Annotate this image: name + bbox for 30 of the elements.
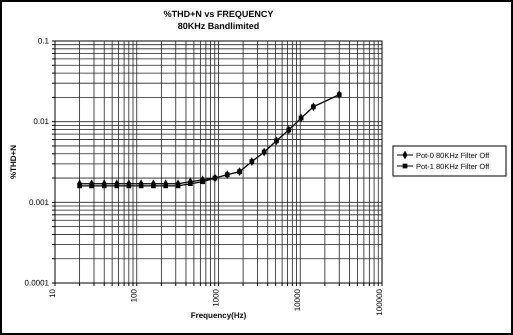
point [311, 104, 316, 110]
x-tick-label: 10000 [293, 288, 302, 312]
point [176, 184, 180, 188]
point [126, 184, 132, 188]
y-tick-label: 0.1 [38, 36, 50, 46]
point [151, 184, 156, 188]
y-tick-label: 0.0001 [24, 278, 50, 288]
point [102, 184, 107, 188]
x-tick-label: 10 [48, 288, 57, 298]
point [89, 184, 94, 188]
y-tick-label: 0.01 [33, 117, 50, 126]
chart-subtitle: 80KHz Bandlimited [178, 21, 260, 31]
point [237, 169, 242, 174]
x-tick-label: 100000 [374, 288, 384, 316]
point [163, 184, 168, 188]
point [286, 128, 292, 132]
chart-title: %THD+N vs FREQUENCY [164, 9, 274, 19]
point [212, 176, 218, 180]
point [274, 138, 279, 144]
x-tick-label: 1000 [211, 288, 220, 307]
point [77, 184, 82, 188]
x-axis-title: Frequency(Hz) [190, 311, 247, 320]
y-axis-title: %THD+N [9, 144, 18, 180]
point [262, 150, 267, 154]
point [114, 184, 120, 188]
point [188, 181, 193, 186]
y-tick-label: 0.001 [28, 198, 50, 207]
x-tick-label: 100 [130, 288, 139, 302]
point [224, 172, 230, 178]
point [138, 184, 144, 188]
